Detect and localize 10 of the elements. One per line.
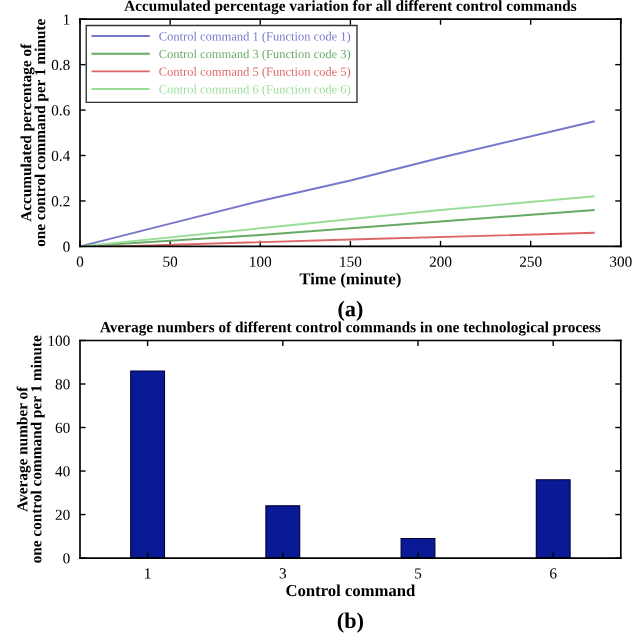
x-axis-title: Control command — [286, 584, 416, 597]
line-series — [80, 195, 595, 247]
bar — [130, 370, 166, 559]
bar — [535, 479, 571, 559]
line-series — [80, 120, 595, 247]
text: (b) — [337, 612, 363, 633]
bar — [400, 537, 436, 559]
bar — [265, 505, 301, 559]
x-axis-title: Time (minute) — [299, 272, 401, 288]
text: (a) — [338, 300, 363, 321]
